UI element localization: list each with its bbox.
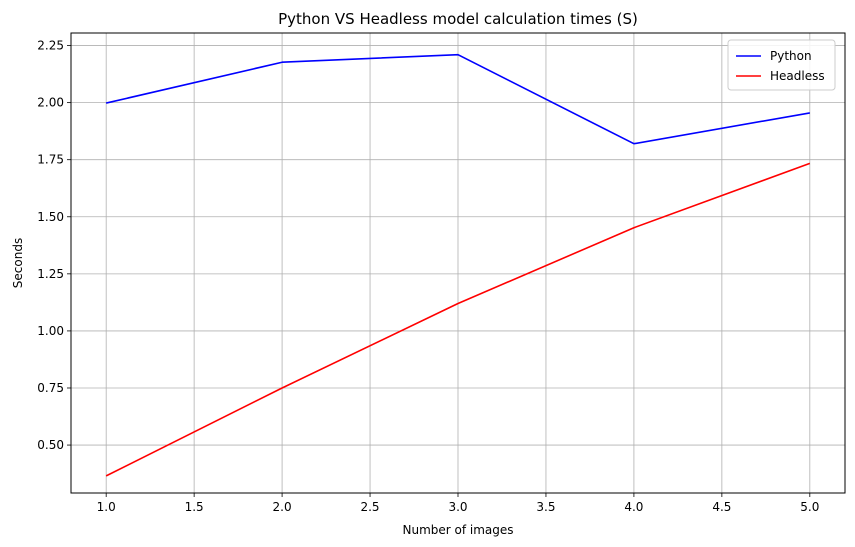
chart-title: Python VS Headless model calculation tim… xyxy=(278,10,638,28)
y-axis: 0.50 0.75 1.00 1.25 1.50 1.75 2.00 2.25 xyxy=(37,39,71,452)
y-tick-label: 1.50 xyxy=(37,210,64,224)
x-axis: 1.0 1.5 2.0 2.5 3.0 3.5 4.0 4.5 5.0 xyxy=(97,493,819,514)
x-tick-label: 2.0 xyxy=(273,500,292,514)
x-tick-label: 3.5 xyxy=(536,500,555,514)
series-line-headless xyxy=(105,162,811,477)
y-tick-label: 0.75 xyxy=(37,381,64,395)
x-tick-label: 4.0 xyxy=(624,500,643,514)
y-tick-label: 1.25 xyxy=(37,267,64,281)
y-axis-label: Seconds xyxy=(11,238,25,288)
x-tick-label: 3.0 xyxy=(448,500,467,514)
y-tick-label: 2.00 xyxy=(37,96,64,110)
series-lines xyxy=(105,53,811,477)
y-tick-label: 2.25 xyxy=(37,39,64,53)
x-tick-label: 1.0 xyxy=(97,500,116,514)
x-axis-label: Number of images xyxy=(402,523,513,537)
legend-label-headless: Headless xyxy=(770,69,825,83)
x-tick-label: 4.5 xyxy=(712,500,731,514)
legend-box xyxy=(727,39,836,91)
x-tick-label: 5.0 xyxy=(800,500,819,514)
y-tick-label: 0.50 xyxy=(37,438,64,452)
x-tick-label: 2.5 xyxy=(360,500,379,514)
legend: Python Headless xyxy=(727,39,836,91)
y-tick-label: 1.00 xyxy=(37,324,64,338)
y-tick-label: 1.75 xyxy=(37,153,64,167)
x-tick-label: 1.5 xyxy=(185,500,204,514)
series-line-python xyxy=(105,53,810,145)
grid xyxy=(71,33,845,493)
legend-label-python: Python xyxy=(770,49,812,63)
